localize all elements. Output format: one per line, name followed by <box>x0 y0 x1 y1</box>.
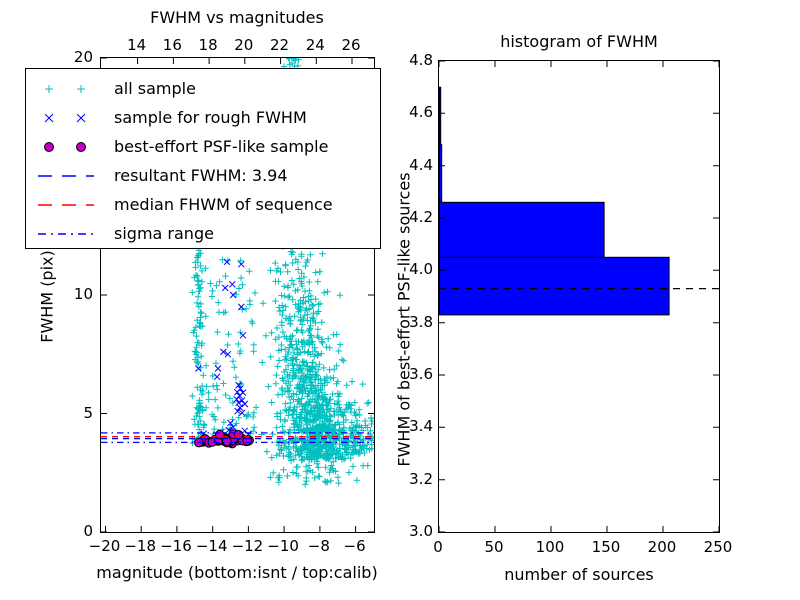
legend-label: median FHWM of sequence <box>114 195 333 214</box>
histogram-xtick-label: 0 <box>433 538 443 556</box>
histogram-ytick-label: 3.2 <box>409 469 433 488</box>
scatter-xaxis-label: magnitude (bottom:isnt / top:calib) <box>96 563 378 582</box>
histogram-canvas <box>439 61 719 532</box>
histogram-ytick-label: 4.4 <box>409 155 433 174</box>
histogram-xtick-label: 250 <box>703 538 733 556</box>
histogram-title: histogram of FWHM <box>500 32 658 51</box>
legend-label: sigma range <box>114 224 214 243</box>
scatter-xtick-label: −12 <box>231 537 264 555</box>
legend-item-resultant-fwhm: resultant FWHM: 3.94 <box>34 161 380 190</box>
histogram-xtick-label: 200 <box>647 538 677 556</box>
histogram-xtick-label: 100 <box>535 538 565 556</box>
legend-label: best-effort PSF-like sample <box>114 137 329 156</box>
histogram-ytick-label: 3.8 <box>409 312 433 331</box>
dashed-line-icon <box>38 203 94 206</box>
scatter-top-tick-label: 22 <box>270 36 290 54</box>
legend-label: all sample <box>114 79 196 98</box>
legend-item-rough-fwhm-sample: sample for rough FWHM <box>34 103 380 132</box>
scatter-top-tick-label: 24 <box>305 36 325 54</box>
scatter-top-tick-label: 16 <box>162 36 182 54</box>
plus-marker-icon <box>45 84 85 93</box>
scatter-xtick-label: −18 <box>124 537 157 555</box>
scatter-top-tick-label: 14 <box>127 36 147 54</box>
scatter-top-tick-label: 20 <box>234 36 254 54</box>
scatter-xtick-label: −10 <box>267 537 299 555</box>
legend-item-median-fwhm: median FHWM of sequence <box>34 190 380 219</box>
legend-item-psf-sample: best-effort PSF-like sample <box>34 132 380 161</box>
histogram-xtick-label: 50 <box>484 538 504 556</box>
scatter-plot-title: FWHM vs magnitudes <box>150 8 324 27</box>
scatter-top-tick-label: 18 <box>198 36 218 54</box>
scatter-plot-canvas <box>101 58 374 532</box>
histogram-ytick-label: 4.6 <box>409 103 433 122</box>
histogram-ytick-label: 4.2 <box>409 208 433 226</box>
histogram-ytick-label: 4.8 <box>409 51 433 69</box>
dashed-line-icon <box>38 174 94 177</box>
histogram-ytick-label: 3.4 <box>409 417 433 436</box>
cross-marker-icon <box>44 113 86 122</box>
legend-item-sigma-range: sigma range <box>34 219 380 248</box>
histogram-ytick-label: 4.0 <box>409 260 433 279</box>
histogram-xaxis-label: number of sources <box>504 565 654 584</box>
dot-marker-icon <box>44 141 86 152</box>
scatter-xtick-label: −16 <box>160 537 192 555</box>
histogram-ytick-label: 3.6 <box>409 365 433 383</box>
histogram-ytick-label: 3.0 <box>409 522 433 540</box>
scatter-xtick-label: −20 <box>88 537 121 555</box>
scatter-xtick-label: −6 <box>343 537 366 555</box>
scatter-ytick-label: 0 <box>83 522 93 540</box>
histogram-xtick-label: 150 <box>591 538 621 556</box>
scatter-ytick-label: 5 <box>83 403 93 422</box>
legend-label: sample for rough FWHM <box>114 108 307 127</box>
legend: all sample sample for rough FWHM best-ef… <box>25 68 381 249</box>
scatter-ytick-label: 10 <box>73 285 93 303</box>
scatter-xtick-label: −8 <box>307 537 330 555</box>
legend-label: resultant FWHM: 3.94 <box>114 166 288 185</box>
scatter-xtick-label: −14 <box>195 537 228 555</box>
scatter-ytick-label: 20 <box>73 48 93 66</box>
scatter-top-tick-label: 26 <box>341 36 361 54</box>
legend-item-all-sample: all sample <box>34 74 380 103</box>
histogram-plot-area <box>438 60 720 533</box>
dashdot-line-icon <box>38 232 94 235</box>
